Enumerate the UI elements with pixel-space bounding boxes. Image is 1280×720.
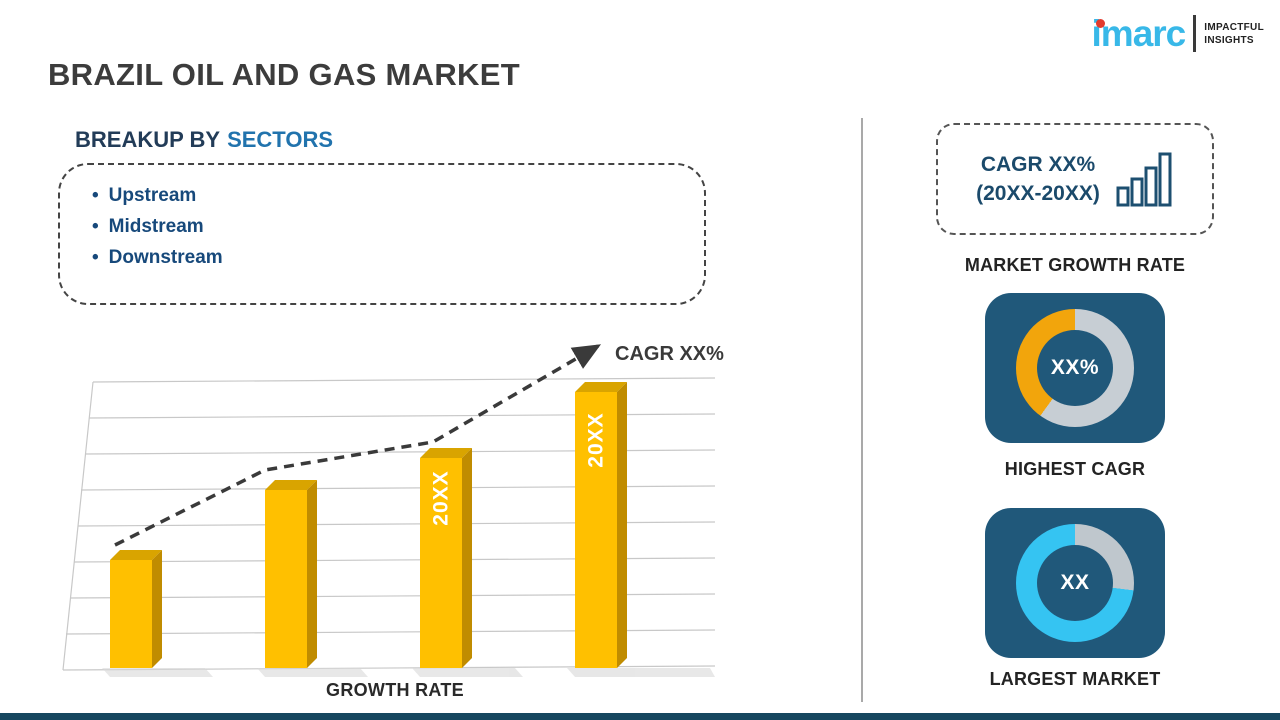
largest-market-donut-chart: XX [1016,524,1134,642]
breakup-heading-highlight: SECTORS [227,127,334,152]
largest-market-donut-hole: XX [1037,545,1113,621]
bar-3-label: 20XX [430,470,453,525]
breakup-heading-prefix: BREAKUP BY [75,127,221,152]
largest-market-tile: XX [985,508,1165,658]
chart-x-axis-label: GROWTH RATE [326,680,464,700]
imarc-logo-tagline: IMPACTFUL INSIGHTS [1204,21,1264,47]
cagr-annotation: CAGR XX% [615,343,724,365]
logo-separator [1193,15,1197,52]
bar-1 [110,550,162,668]
largest-market-label: LARGEST MARKET [989,669,1161,689]
sectors-list-box: Upstream Midstream Downstream [58,163,706,305]
bar-4-label: 20XX [585,412,608,467]
imarc-logo-red-dot-icon [1095,19,1105,28]
vertical-divider [861,118,863,702]
tagline-line-2: INSIGHTS [1204,34,1254,46]
list-item-downstream: Downstream [92,242,704,273]
list-item-upstream: Upstream [92,180,704,211]
highest-cagr-donut-chart: XX% [1016,309,1134,427]
market-growth-rate-label: MARKET GROWTH RATE [964,255,1186,275]
imarc-logo-brand: imarc [1091,13,1187,54]
highest-cagr-value: XX% [1050,356,1100,379]
breakup-heading: BREAKUP BY SECTORS [75,127,333,153]
trend-arrow-line [114,344,602,547]
imarc-logo-text: imarc [1091,13,1187,54]
bar-chart-icon [1116,152,1172,207]
highest-cagr-donut-hole: XX% [1037,330,1113,406]
cagr-box-line2: (20XX-20XX) [976,182,1100,205]
cagr-box: CAGR XX% (20XX-20XX) [936,123,1214,235]
growth-bar-chart-svg: 20XX 20XX CAGR XX% [62,343,724,677]
highest-cagr-label: HIGHEST CAGR [1004,459,1146,479]
bar-shadows [102,668,715,677]
chart-gridlines [62,377,716,671]
largest-market-value: XX [1060,571,1090,594]
list-item-midstream: Midstream [92,211,704,242]
tagline-line-1: IMPACTFUL [1204,21,1264,33]
page-title: BRAZIL OIL AND GAS MARKET [48,57,520,92]
growth-bar-chart: 20XX 20XX CAGR XX% [55,330,735,682]
highest-cagr-tile: XX% [985,293,1165,443]
cagr-box-text: CAGR XX% (20XX-20XX) [976,150,1100,208]
bar-4: 20XX [575,382,627,668]
cagr-box-line1: CAGR XX% [980,153,1096,176]
bottom-accent-bar [0,713,1280,720]
bar-2 [265,480,317,668]
bar-3: 20XX [420,448,472,668]
imarc-logo: imarc IMPACTFUL INSIGHTS [1092,15,1264,52]
